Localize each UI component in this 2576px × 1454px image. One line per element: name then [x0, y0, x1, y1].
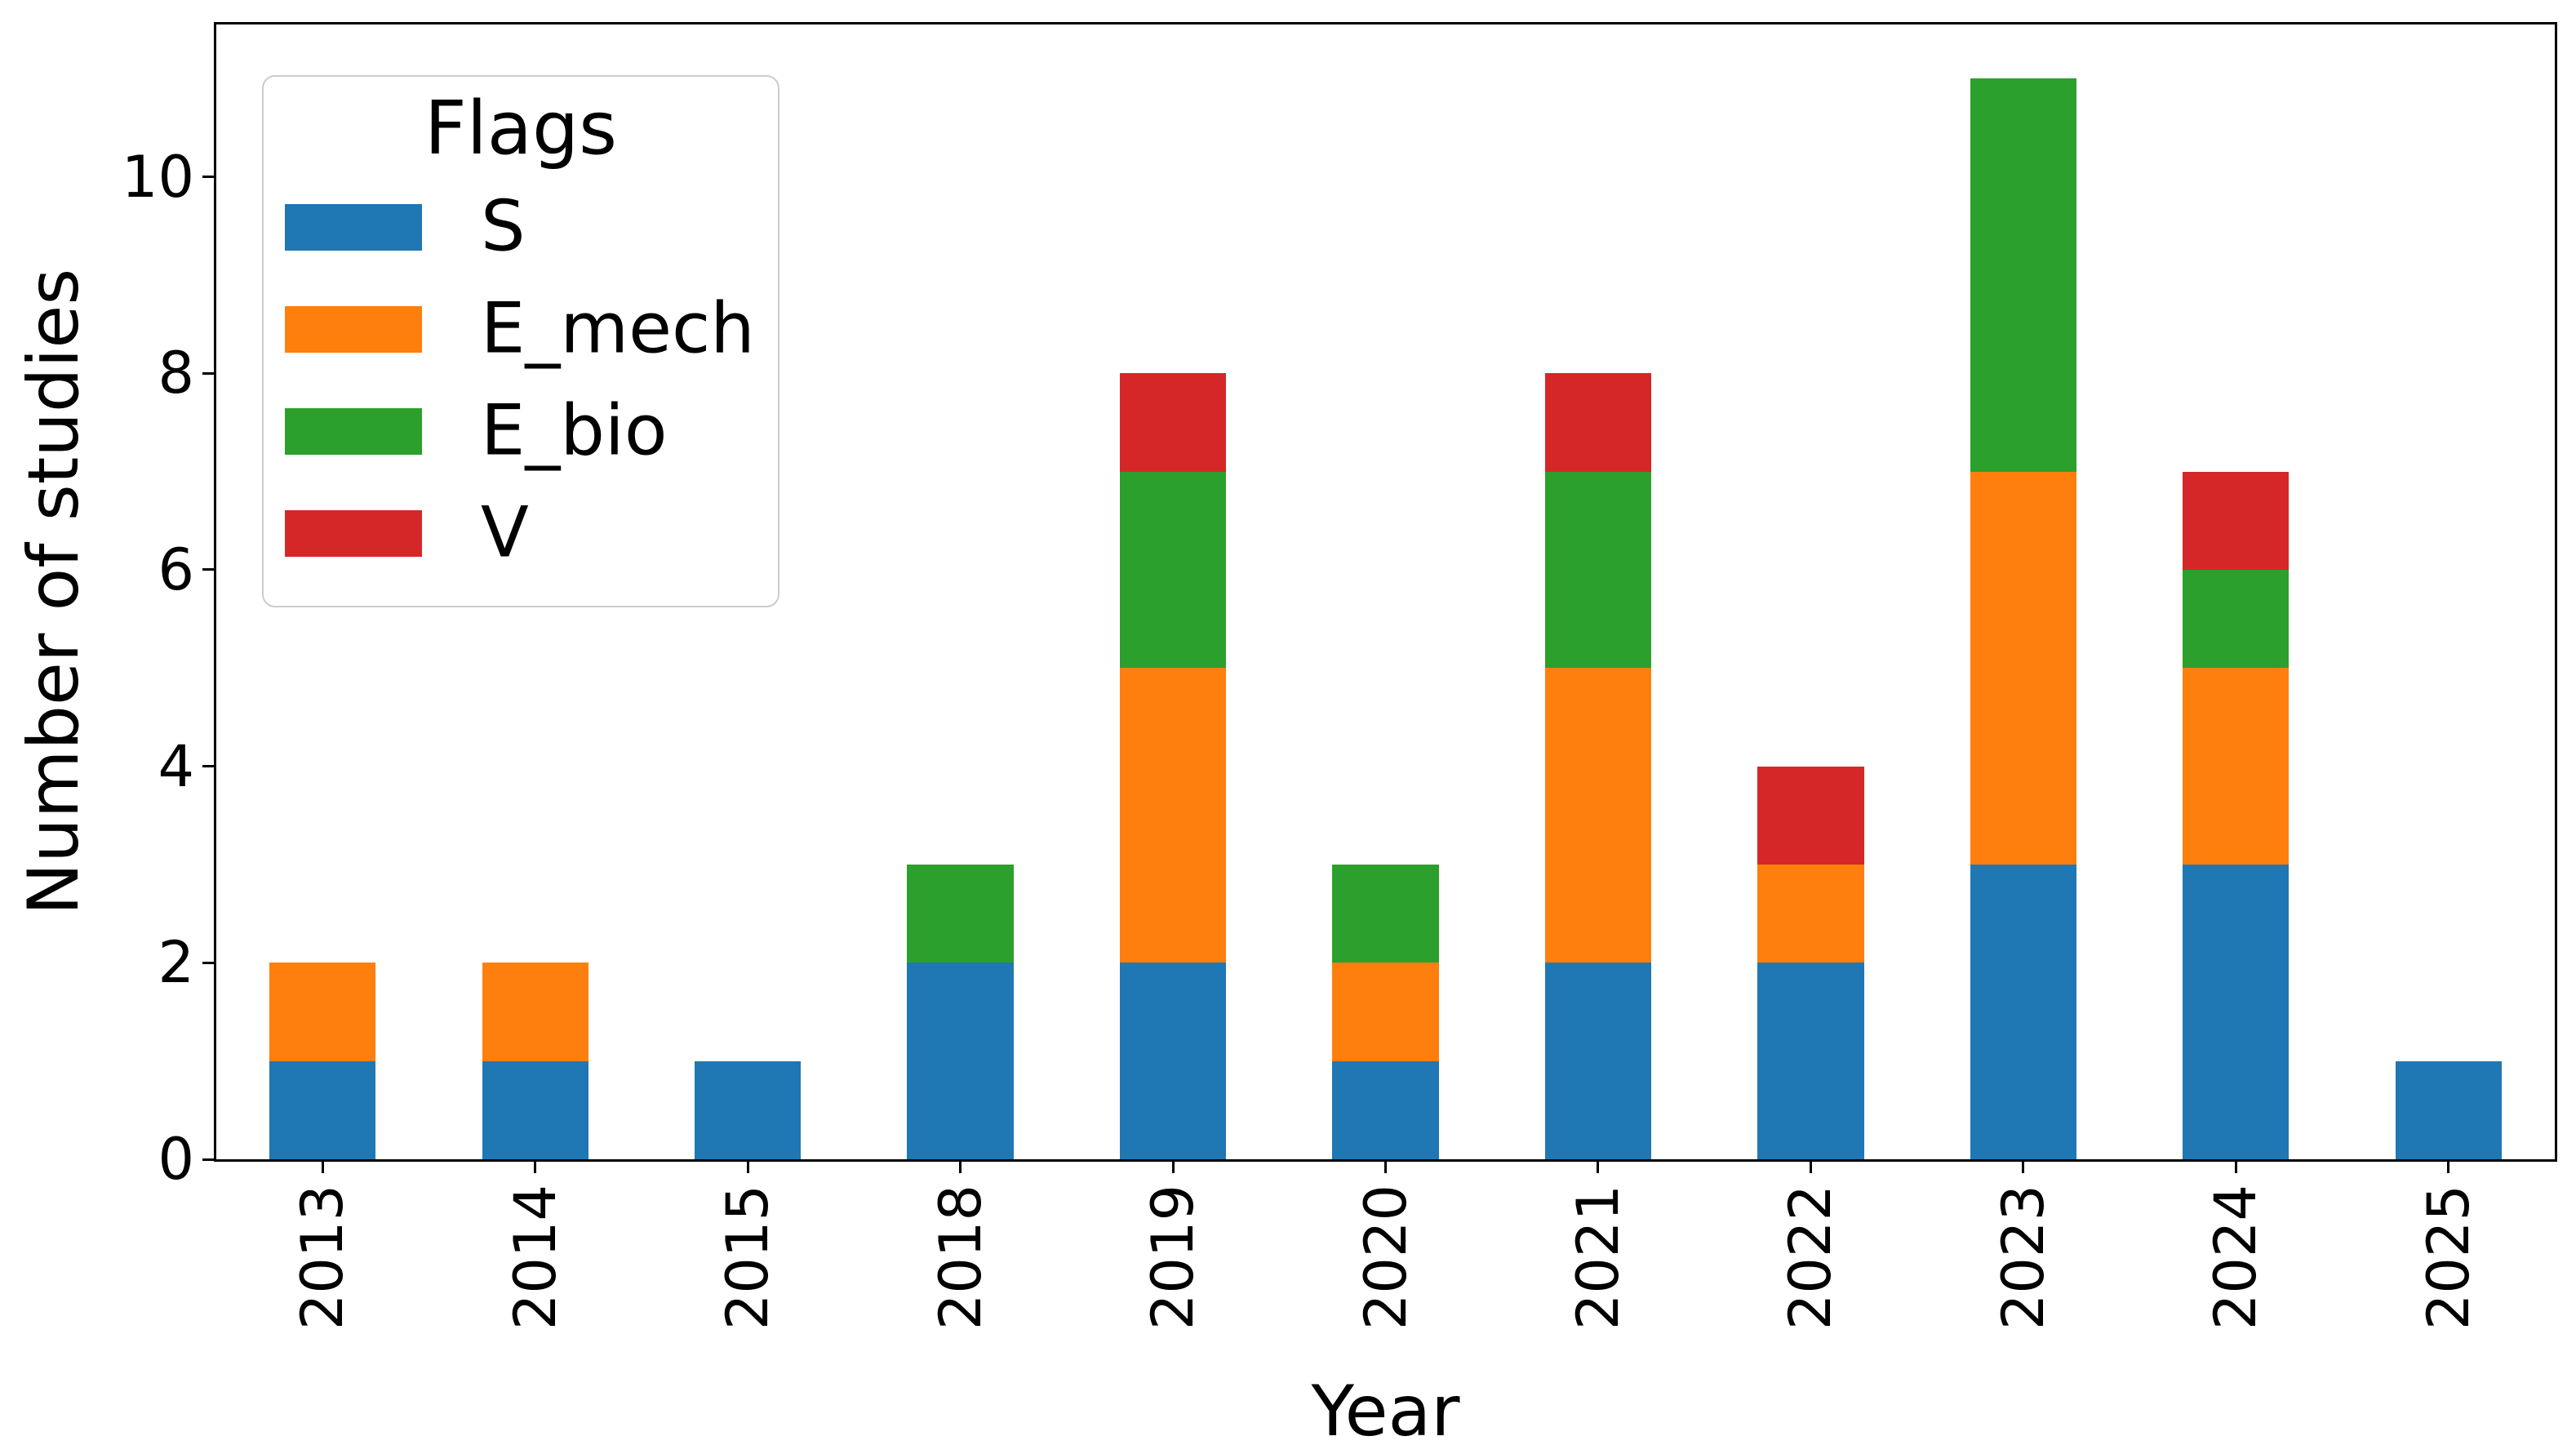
bar-2023-E_mech: [1970, 471, 2076, 865]
bar-2018-S: [907, 963, 1014, 1159]
bar-2024-V: [2183, 471, 2290, 570]
legend-row-V: V: [264, 497, 778, 567]
bar-2019-E_mech: [1119, 668, 1227, 963]
bar-2014-S: [482, 1060, 588, 1159]
x-axis-label: Year: [1311, 1371, 1460, 1452]
y-tick-label-10: 10: [121, 143, 194, 211]
legend-swatch-S: [285, 204, 422, 251]
bar-2023-E_bio: [1970, 78, 2076, 472]
legend-label-E_bio: E_bio: [481, 389, 668, 471]
x-tick-label-2019: 2019: [1139, 1185, 1207, 1331]
y-tick-label-2: 2: [158, 929, 194, 997]
x-tick-mark-2015: [746, 1162, 749, 1173]
bar-2014-E_mech: [482, 963, 588, 1061]
bar-2018-E_bio: [907, 864, 1014, 963]
legend-swatch-V: [285, 510, 422, 557]
x-tick-mark-2020: [1384, 1162, 1387, 1173]
x-tick-label-2013: 2013: [289, 1185, 357, 1331]
y-tick-label-0: 0: [158, 1126, 194, 1193]
x-tick-label-2014: 2014: [501, 1185, 569, 1331]
bar-2021-V: [1544, 373, 1652, 472]
bar-2024-E_bio: [2183, 569, 2290, 669]
y-axis-label: Number of studies: [13, 268, 95, 916]
bar-2023-S: [1970, 864, 2076, 1159]
legend-row-E_bio: E_bio: [264, 395, 778, 465]
bar-2021-S: [1544, 963, 1652, 1159]
x-tick-mark-2019: [1171, 1162, 1175, 1173]
bar-2025-S: [2395, 1060, 2502, 1159]
bar-2013-S: [269, 1060, 376, 1159]
y-tick-mark-2: [202, 961, 214, 964]
x-tick-mark-2023: [2022, 1162, 2025, 1173]
x-tick-mark-2022: [1809, 1162, 1812, 1173]
x-tick-label-2022: 2022: [1777, 1185, 1845, 1331]
y-tick-mark-10: [202, 176, 214, 179]
x-tick-label-2023: 2023: [1989, 1185, 2057, 1331]
bar-2024-E_mech: [2183, 668, 2290, 865]
bar-2020-S: [1332, 1060, 1439, 1159]
bar-2015-S: [695, 1060, 802, 1159]
bar-2024-S: [2183, 864, 2290, 1159]
legend-row-S: S: [264, 191, 778, 261]
x-tick-mark-2013: [321, 1162, 324, 1173]
y-tick-label-4: 4: [158, 732, 194, 800]
bar-2021-E_mech: [1544, 668, 1652, 963]
x-tick-label-2020: 2020: [1352, 1185, 1419, 1331]
x-tick-mark-2025: [2447, 1162, 2450, 1173]
legend-title: Flags: [424, 86, 617, 171]
x-tick-label-2018: 2018: [926, 1185, 994, 1331]
x-tick-mark-2014: [534, 1162, 537, 1173]
bar-2020-E_bio: [1332, 864, 1439, 963]
legend-label-S: S: [481, 185, 526, 267]
x-tick-label-2021: 2021: [1564, 1185, 1632, 1331]
x-tick-mark-2024: [2234, 1162, 2237, 1173]
legend-swatch-E_mech: [285, 306, 422, 353]
bar-2022-V: [1757, 766, 1864, 865]
bar-2020-E_mech: [1332, 963, 1439, 1061]
x-tick-label-2025: 2025: [2414, 1185, 2482, 1331]
x-tick-label-2015: 2015: [714, 1185, 782, 1331]
legend-row-E_mech: E_mech: [264, 293, 778, 363]
legend-label-V: V: [481, 491, 529, 573]
legend-label-E_mech: E_mech: [481, 287, 755, 369]
bar-2022-S: [1757, 963, 1864, 1159]
x-tick-mark-2018: [959, 1162, 962, 1173]
y-tick-label-6: 6: [158, 536, 194, 603]
y-tick-mark-8: [202, 371, 214, 375]
y-tick-mark-4: [202, 765, 214, 768]
y-tick-mark-6: [202, 568, 214, 571]
legend-swatch-E_bio: [285, 408, 422, 455]
legend: Flags S E_mech E_bio V: [262, 75, 779, 607]
bar-2019-S: [1119, 963, 1227, 1159]
x-tick-mark-2021: [1597, 1162, 1600, 1173]
bar-2019-V: [1119, 373, 1227, 472]
bar-2022-E_mech: [1757, 864, 1864, 963]
y-tick-label-8: 8: [158, 340, 194, 407]
x-tick-label-2024: 2024: [2202, 1185, 2270, 1331]
bar-2013-E_mech: [269, 963, 376, 1061]
y-tick-mark-0: [202, 1158, 214, 1161]
bar-2021-E_bio: [1544, 471, 1652, 669]
bar-2019-E_bio: [1119, 471, 1227, 669]
